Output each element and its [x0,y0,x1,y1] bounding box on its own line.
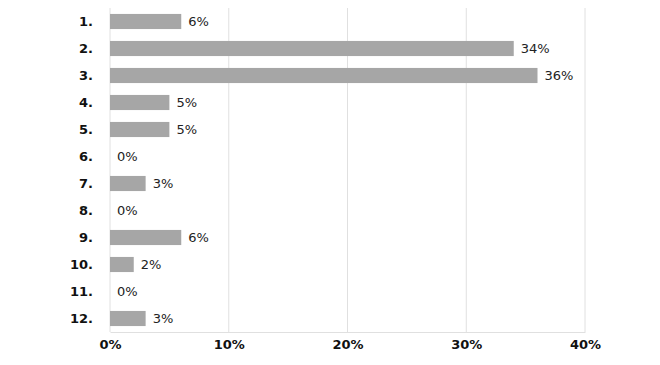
tick: 9. [79,230,110,245]
tick: 3. [79,68,110,83]
tick: 4. [79,95,110,110]
category-label: 6. [79,149,93,164]
grid-line [466,8,467,332]
category-label: 11. [70,284,93,299]
data-label: 5% [176,122,197,137]
tick: 0% [99,332,121,352]
data-label: 3% [153,311,174,326]
bar [110,68,538,83]
tick: 40% [570,332,601,352]
tick-label: 20% [332,337,363,352]
y-axis: 1. 2. 3. 4. 5. 6. 7. 8. 9. 10. 11. 12. [70,14,110,326]
bar [110,284,111,299]
bar [110,203,111,218]
data-label: 5% [176,95,197,110]
tick: 10% [214,332,245,352]
category-label: 1. [79,14,93,29]
grid-line [228,8,229,332]
bar [110,14,181,29]
bar [110,257,134,272]
bar [110,230,181,245]
category-label: 4. [79,95,93,110]
bar [110,122,169,137]
category-label: 5. [79,122,93,137]
tick: 8. [79,203,110,218]
category-label: 3. [79,68,93,83]
category-label: 7. [79,176,93,191]
category-label: 2. [79,41,93,56]
tick-label: 30% [451,337,482,352]
grid-line [585,8,586,332]
tick-label: 10% [214,337,245,352]
data-labels: 6%34%36%5%5%0%3%0%6%2%0%3% [117,14,573,326]
data-label: 2% [141,257,162,272]
tick-label: 0% [99,337,121,352]
data-label: 6% [188,14,209,29]
tick: 1. [79,14,110,29]
bar [110,176,146,191]
data-label: 0% [117,284,138,299]
data-label: 3% [153,176,174,191]
category-label: 9. [79,230,93,245]
tick-label: 40% [570,337,601,352]
tick: 6. [79,149,110,164]
data-label: 36% [545,68,574,83]
category-label: 12. [70,311,93,326]
bar [110,311,146,326]
tick: 11. [70,284,110,299]
tick: 12. [70,311,110,326]
tick: 5. [79,122,110,137]
data-label: 0% [117,203,138,218]
bars [110,14,538,326]
data-label: 6% [188,230,209,245]
bar [110,95,169,110]
tick: 10. [70,257,110,272]
grid-line [110,8,111,332]
category-label: 10. [70,257,93,272]
grid [110,8,585,332]
tick: 7. [79,176,110,191]
tick: 20% [332,332,363,352]
bar [110,41,514,56]
grid-line [347,8,348,332]
tick: 2. [79,41,110,56]
data-label: 0% [117,149,138,164]
bar [110,149,111,164]
category-label: 8. [79,203,93,218]
data-label: 34% [521,41,550,56]
tick: 30% [451,332,482,352]
x-axis: 0% 10% 20% 30% 40% [99,332,601,352]
axis-line [111,332,586,333]
chart: 6%34%36%5%5%0%3%0%6%2%0%3%0%10%20%30%40%… [0,0,660,365]
